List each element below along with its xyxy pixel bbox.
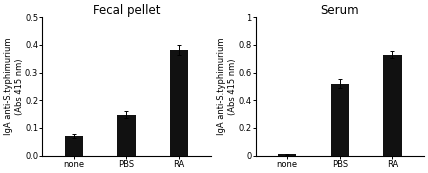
Title: Serum: Serum (321, 4, 359, 17)
Bar (278, 154, 297, 156)
Bar (330, 84, 349, 156)
Bar (117, 115, 136, 156)
Bar (170, 50, 188, 156)
Bar (383, 54, 401, 156)
Title: Fecal pellet: Fecal pellet (93, 4, 160, 17)
Y-axis label: IgA anti-S.typhimurium
(Abs 415 nm): IgA anti-S.typhimurium (Abs 415 nm) (217, 38, 237, 135)
Y-axis label: IgA anti-S.typhimurium
(Abs 415 nm): IgA anti-S.typhimurium (Abs 415 nm) (4, 38, 24, 135)
Bar (65, 136, 83, 156)
